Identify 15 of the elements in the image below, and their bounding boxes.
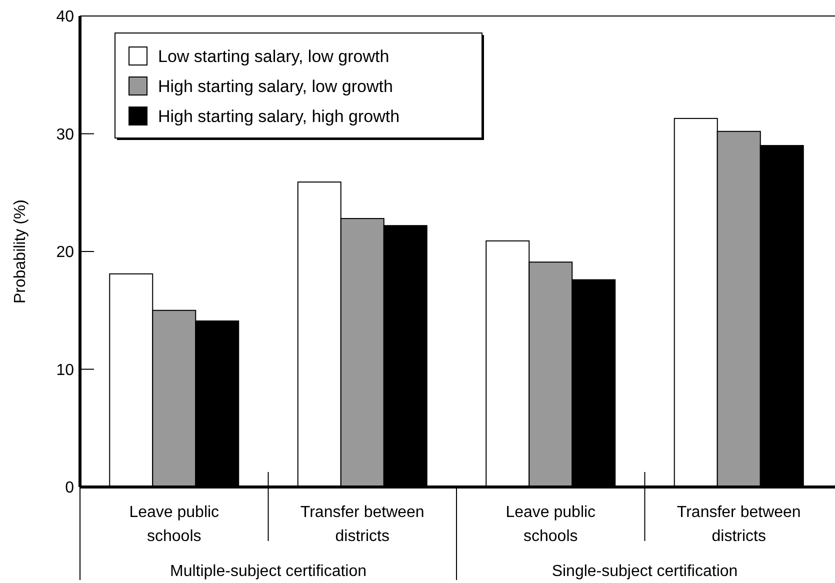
text: Multiple-subject certification: [170, 563, 367, 580]
y-tick-label: 30: [56, 126, 74, 144]
y-tick-label: 10: [56, 362, 74, 379]
y-tick-label: 40: [56, 8, 74, 26]
text: Single-subject certification: [552, 563, 738, 580]
y-tick-label: 20: [56, 244, 74, 262]
legend-label: Low starting salary, low growth: [158, 46, 390, 66]
x-tick-label: Transfer between districts: [676, 504, 801, 545]
y-tick-label: 0: [65, 480, 74, 497]
legend-label: High starting salary, low growth: [158, 76, 393, 96]
x-tick-label: Leave public schools: [506, 504, 596, 545]
x-tick-label: Leave public schools: [129, 504, 220, 545]
legend-label: High starting salary, high growth: [158, 106, 400, 126]
y-axis-title: Probability (%): [12, 199, 29, 304]
x-tick-label: Transfer between districts: [300, 504, 424, 545]
